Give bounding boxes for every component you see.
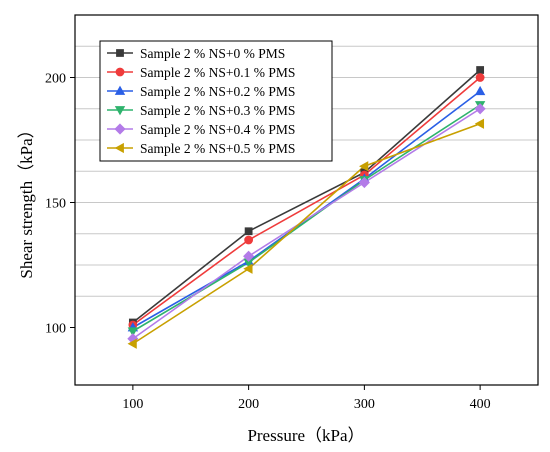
- legend-label-2: Sample 2 % NS+0.2 % PMS: [140, 84, 295, 99]
- legend-marker-3: [114, 106, 126, 116]
- legend-box: [99, 40, 333, 162]
- data-point-s5-3: [474, 118, 485, 129]
- data-point-s4-3: [474, 103, 486, 115]
- y-axis-label: Shear strength（kPa）: [17, 121, 36, 278]
- data-point-s5-1: [243, 263, 253, 274]
- data-point-s1-1: [244, 235, 254, 245]
- y-axis-ticks: 100 150 200: [45, 72, 75, 337]
- legend-marker-5: [114, 142, 124, 154]
- x-tick-label: 100: [122, 397, 143, 412]
- x-tick-label: 200: [238, 397, 259, 412]
- y-tick-label: 100: [45, 322, 66, 337]
- legend-label-5: Sample 2 % NS+0.5 % PMS: [140, 141, 295, 156]
- data-point-s2-3: [474, 85, 486, 96]
- series-line-1: [132, 76, 481, 326]
- x-axis-ticks: 100 200 300 400: [122, 385, 491, 412]
- series-markers: [127, 66, 486, 349]
- legend-marker-0: [116, 49, 124, 57]
- legend-marker-2: [114, 85, 126, 95]
- data-point-s3-0: [127, 327, 139, 337]
- x-tick-label: 400: [470, 397, 491, 412]
- y-tick-label: 200: [45, 72, 66, 87]
- data-point-s1-3: [475, 73, 485, 82]
- series-lines: [132, 69, 481, 345]
- x-tick-label: 300: [354, 397, 375, 412]
- legend-marker-1: [115, 67, 125, 77]
- legend-marker-4: [114, 123, 126, 135]
- legend: Sample 2 % NS+0 % PMS Sample 2 % NS+0.1 %…: [99, 40, 333, 162]
- data-point-s4-1: [243, 250, 255, 262]
- y-tick-label: 150: [45, 197, 66, 212]
- series-line-5: [132, 122, 481, 345]
- data-point-s0-1: [244, 227, 253, 236]
- data-point-s5-2: [359, 161, 369, 172]
- legend-label-3: Sample 2 % NS+0.3 % PMS: [140, 103, 295, 118]
- legend-label-1: Sample 2 % NS+0.1 % PMS: [140, 65, 295, 80]
- data-point-s5-0: [127, 338, 137, 349]
- series-line-0: [132, 69, 481, 324]
- x-axis-label: Pressure（kPa）: [247, 426, 364, 445]
- plot-frame: [74, 14, 539, 386]
- legend-label-4: Sample 2 % NS+0.4 % PMS: [140, 122, 295, 137]
- data-point-s0-3: [476, 66, 485, 74]
- data-point-s4-2: [358, 176, 370, 189]
- legend-label-0: Sample 2 % NS+0 % PMS: [140, 46, 285, 61]
